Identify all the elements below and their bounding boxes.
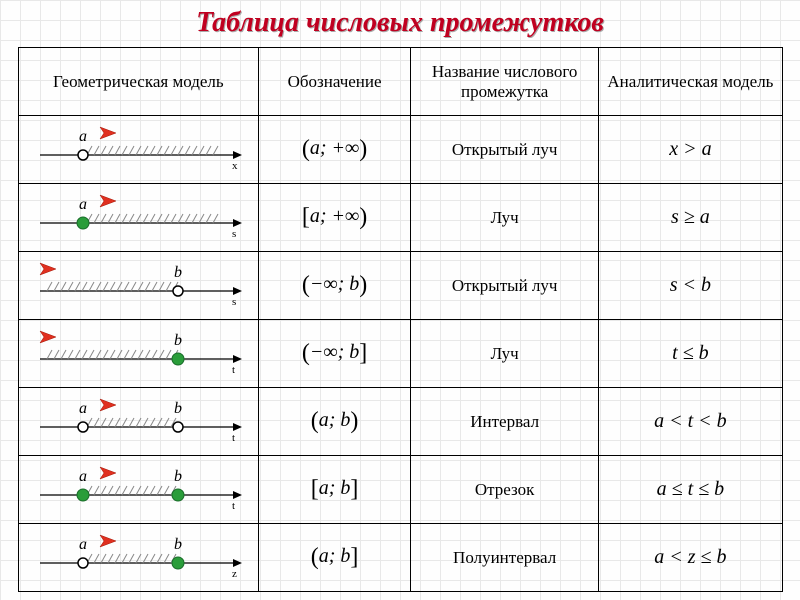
notation-cell: (−∞; b] [259, 320, 411, 388]
point-label: a [79, 400, 87, 417]
name-cell: Открытый луч [410, 252, 598, 320]
notation-cell: (a; b] [259, 524, 411, 592]
red-arrow-icon [100, 399, 116, 411]
axis-label: x [232, 160, 238, 172]
red-arrow-icon [100, 127, 116, 139]
axis-label: t [232, 364, 235, 376]
point-label: b [174, 264, 182, 281]
open-point-icon [78, 150, 88, 160]
notation-body: a; b [319, 477, 351, 499]
geom-diagram: a b t [28, 389, 248, 449]
table-row: bs(−∞; b)Открытый лучs < b [18, 252, 782, 320]
geom-diagram: ax [28, 117, 248, 177]
analytic-cell: s ≥ a [599, 184, 782, 252]
notation-body: a; +∞ [310, 137, 359, 159]
axis-label: z [232, 568, 237, 580]
analytic-cell: a < t < b [599, 388, 782, 456]
geom-cell: as [18, 184, 259, 252]
notation-body: a; b [319, 409, 351, 431]
notation-cell: [a; b] [259, 456, 411, 524]
header-name: Название числового промежутка [410, 48, 598, 116]
name-cell: Интервал [410, 388, 598, 456]
analytic-cell: t ≤ b [599, 320, 782, 388]
table-row: ax(a; +∞)Открытый лучx > a [18, 116, 782, 184]
geom-diagram: a b t [28, 457, 248, 517]
closed-point-icon [172, 557, 184, 569]
geom-cell: a b z [18, 524, 259, 592]
page-title: Таблица числовых промежутков [10, 7, 790, 39]
open-point-icon [78, 422, 88, 432]
geom-diagram: bt [28, 321, 248, 381]
header-geom: Геометрическая модель [18, 48, 259, 116]
hatching [87, 486, 176, 495]
red-arrow-icon [100, 467, 116, 479]
analytic-cell: a < z ≤ b [599, 524, 782, 592]
open-point-icon [173, 422, 183, 432]
red-arrow-icon [40, 331, 56, 343]
hatching [87, 554, 176, 563]
analytic-cell: a ≤ t ≤ b [599, 456, 782, 524]
name-cell: Открытый луч [410, 116, 598, 184]
name-cell: Луч [410, 320, 598, 388]
name-cell: Отрезок [410, 456, 598, 524]
header-analytic: Аналитическая модель [599, 48, 782, 116]
red-arrow-icon [40, 263, 56, 275]
geom-cell: bt [18, 320, 259, 388]
name-cell: Луч [410, 184, 598, 252]
axis-label: s [232, 296, 236, 308]
open-point-icon [78, 558, 88, 568]
header-notation: Обозначение [259, 48, 411, 116]
closed-point-icon [77, 489, 89, 501]
table-row: as[a; +∞)Лучs ≥ a [18, 184, 782, 252]
geom-cell: ax [18, 116, 259, 184]
point-label: b [174, 468, 182, 485]
point-label: a [79, 128, 87, 145]
point-label: a [79, 468, 87, 485]
notation-cell: (a; +∞) [259, 116, 411, 184]
notation-body: −∞; b [310, 341, 359, 363]
hatching [47, 282, 178, 291]
point-label: b [174, 400, 182, 417]
notation-body: −∞; b [310, 273, 359, 295]
point-label: a [79, 536, 87, 553]
geom-diagram: a b z [28, 525, 248, 585]
point-label: a [79, 196, 87, 213]
geom-diagram: as [28, 185, 248, 245]
table-row: a b t (a; b)Интервалa < t < b [18, 388, 782, 456]
point-label: b [174, 332, 182, 349]
notation-body: a; b [319, 545, 351, 567]
point-label: b [174, 536, 182, 553]
analytic-cell: s < b [599, 252, 782, 320]
notation-cell: [a; +∞) [259, 184, 411, 252]
closed-point-icon [172, 489, 184, 501]
header-row: Геометрическая модель Обозначение Назван… [18, 48, 782, 116]
hatching [87, 146, 218, 155]
table-row: bt(−∞; b]Лучt ≤ b [18, 320, 782, 388]
hatching [87, 418, 176, 427]
notation-cell: (−∞; b) [259, 252, 411, 320]
table-row: a b z (a; b]Полуинтервалa < z ≤ b [18, 524, 782, 592]
closed-point-icon [172, 353, 184, 365]
axis-label: t [232, 500, 235, 512]
notation-cell: (a; b) [259, 388, 411, 456]
hatching [47, 350, 178, 359]
geom-cell: bs [18, 252, 259, 320]
geom-cell: a b t [18, 388, 259, 456]
geom-diagram: bs [28, 253, 248, 313]
red-arrow-icon [100, 195, 116, 207]
table-row: a b t [a; b]Отрезокa ≤ t ≤ b [18, 456, 782, 524]
axis-label: t [232, 432, 235, 444]
notation-body: a; +∞ [310, 205, 359, 227]
axis-label: s [232, 228, 236, 240]
geom-cell: a b t [18, 456, 259, 524]
open-point-icon [173, 286, 183, 296]
closed-point-icon [77, 217, 89, 229]
hatching [87, 214, 218, 223]
analytic-cell: x > a [599, 116, 782, 184]
intervals-table: Геометрическая модель Обозначение Назван… [18, 47, 783, 592]
name-cell: Полуинтервал [410, 524, 598, 592]
red-arrow-icon [100, 535, 116, 547]
